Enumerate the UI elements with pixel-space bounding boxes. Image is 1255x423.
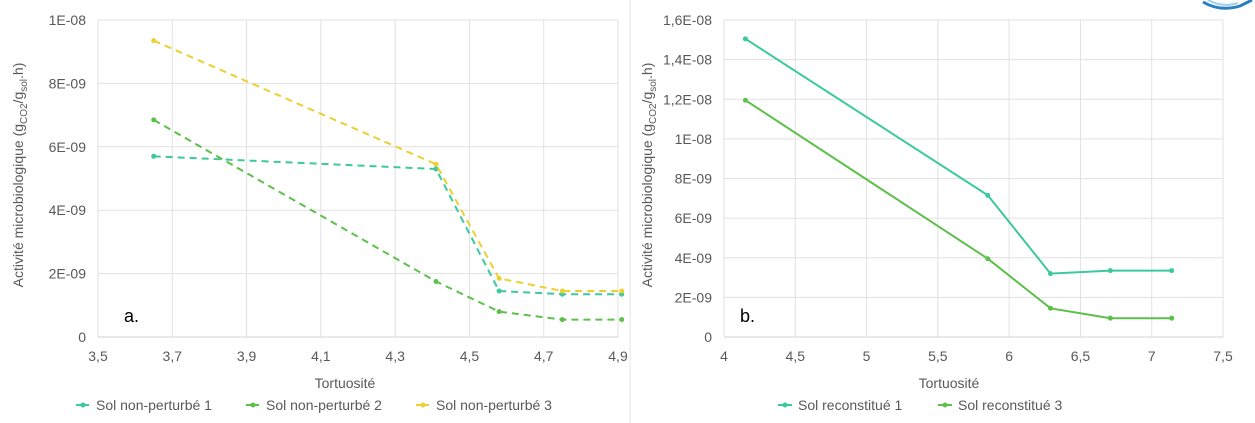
- y-tick-label: 8E-09: [675, 171, 713, 187]
- x-tick-label: 6: [1005, 348, 1013, 364]
- x-tick-label: 4: [720, 348, 728, 364]
- data-point: [151, 153, 157, 159]
- y-tick-label: 1E-08: [49, 12, 87, 28]
- x-axis-title-a: Tortuosité: [315, 375, 376, 391]
- y-tick-label: 1,6E-08: [663, 12, 712, 28]
- legend-a: Sol non-perturbé 1 Sol non-perturbé 2 Sol …: [76, 397, 552, 413]
- x-tick-label: 5: [863, 348, 871, 364]
- data-point: [742, 97, 748, 103]
- data-point: [985, 256, 991, 262]
- legend-marker: [942, 402, 948, 408]
- chart-panel-a: 3,5 3,7 3,9 4,1 4,3 4,5 4,7 4,9 0 2E-09 4E-09 6E-09…: [10, 12, 628, 413]
- legend-label: Sol reconstitué 3: [958, 397, 1062, 413]
- data-point: [496, 288, 502, 294]
- y-tick-label: 4E-09: [49, 202, 87, 218]
- data-point: [1047, 305, 1053, 311]
- data-point: [559, 288, 565, 294]
- x-tick-label: 4,7: [534, 348, 554, 364]
- data-point: [619, 317, 625, 323]
- x-tick-label: 5,5: [928, 348, 948, 364]
- x-tick-label: 4,5: [460, 348, 480, 364]
- x-tick-label: 3,9: [237, 348, 257, 364]
- y-tick-label: 8E-09: [49, 75, 87, 91]
- x-tick-label: 4,5: [786, 348, 806, 364]
- x-tick-label: 3,5: [88, 348, 108, 364]
- data-point: [1169, 315, 1175, 321]
- data-point: [619, 288, 625, 294]
- y-tick-label: 2E-09: [675, 289, 713, 305]
- panel-label-b: b.: [740, 306, 755, 326]
- series-line-a-2: [153, 119, 622, 321]
- data-point: [433, 279, 439, 285]
- data-point: [433, 161, 439, 167]
- legend-marker: [782, 402, 788, 408]
- data-point: [1107, 268, 1113, 274]
- data-point: [151, 38, 157, 44]
- x-axis-title-b: Tortuosité: [919, 375, 980, 391]
- legend-label: Sol non-perturbé 1: [96, 397, 212, 413]
- data-point: [1047, 271, 1053, 277]
- y-tick-label: 1,2E-08: [663, 91, 712, 107]
- panel-label-a: a.: [124, 306, 139, 326]
- x-tick-label: 4,3: [385, 348, 405, 364]
- y-axis-title-b: Activité microbiologique (gCO2/gsol.h): [639, 63, 659, 288]
- data-point: [433, 166, 439, 172]
- y-tick-label: 0: [78, 329, 86, 345]
- chart-panel-b: 4 4,5 5 5,5 6 6,5 7 7,5 0 2E-09 4E-09 6E-09 8E-09 1E-…: [639, 12, 1233, 413]
- legend-marker: [420, 402, 426, 408]
- data-point: [1107, 315, 1113, 321]
- y-tick-label: 1E-08: [675, 131, 713, 147]
- y-axis-title-a: Activité microbiologique (gCO2/gsol.h): [10, 63, 30, 288]
- data-point: [742, 36, 748, 42]
- series-line-b-2: [744, 99, 1172, 320]
- data-point: [151, 117, 157, 123]
- x-tick-label: 3,7: [163, 348, 183, 364]
- legend-b: Sol reconstitué 1 Sol reconstitué 3: [778, 397, 1062, 413]
- data-point: [1169, 268, 1175, 274]
- y-tick-label: 6E-09: [49, 139, 87, 155]
- x-tick-label: 7: [1148, 348, 1156, 364]
- data-point: [496, 309, 502, 315]
- legend-marker: [80, 402, 86, 408]
- data-point: [985, 192, 991, 198]
- legend-marker: [250, 402, 256, 408]
- data-point: [559, 317, 565, 323]
- y-tick-label: 4E-09: [675, 250, 713, 266]
- y-tick-label: 6E-09: [675, 210, 713, 226]
- logo-fragment: [1202, 0, 1253, 10]
- x-tick-label: 7,5: [1213, 348, 1233, 364]
- x-tick-label: 6,5: [1071, 348, 1091, 364]
- y-tick-label: 1,4E-08: [663, 52, 712, 68]
- y-tick-label: 0: [704, 329, 712, 345]
- x-tick-label: 4,1: [311, 348, 331, 364]
- data-point: [496, 275, 502, 281]
- y-tick-label: 2E-09: [49, 266, 87, 282]
- x-tick-label: 4,9: [608, 348, 628, 364]
- legend-label: Sol non-perturbé 3: [436, 397, 552, 413]
- legend-label: Sol reconstitué 1: [798, 397, 902, 413]
- legend-label: Sol non-perturbé 2: [266, 397, 382, 413]
